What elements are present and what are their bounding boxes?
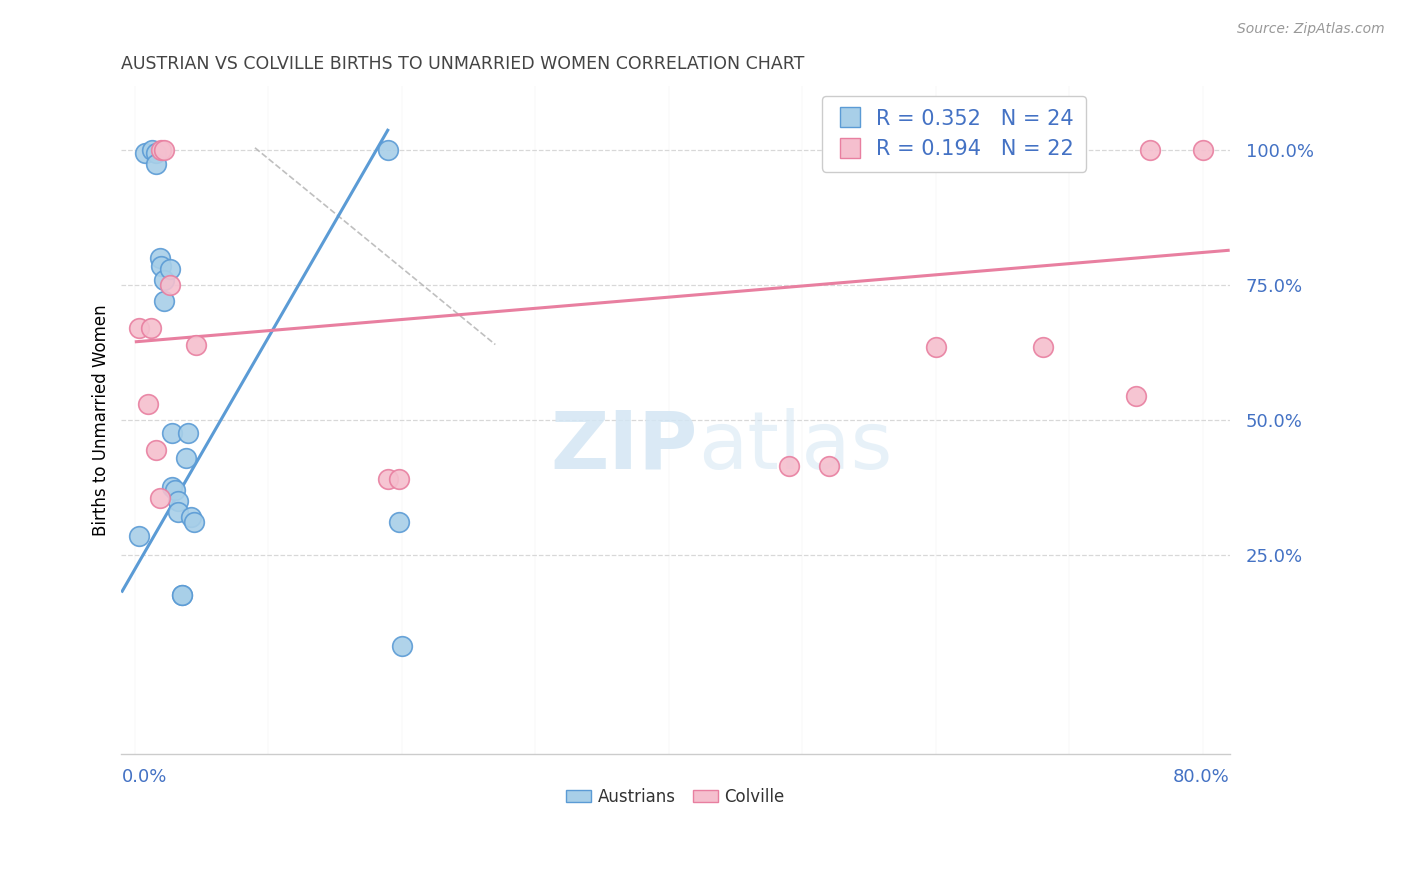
Point: [166, 494, 188, 508]
Point: [145, 442, 167, 457]
Point: [153, 273, 176, 287]
Point: [1285, 340, 1308, 354]
Point: [150, 260, 173, 274]
Point: [128, 529, 150, 543]
Point: [391, 640, 413, 654]
Point: [170, 588, 193, 602]
Point: [1379, 340, 1402, 354]
Point: [150, 144, 173, 158]
Legend: Austrians, Colville: Austrians, Colville: [560, 781, 792, 813]
Point: [377, 472, 399, 486]
Point: [1192, 144, 1215, 158]
Point: [377, 144, 399, 158]
Text: ZIP: ZIP: [551, 408, 697, 486]
Text: 80.0%: 80.0%: [1173, 768, 1230, 786]
Point: [139, 321, 162, 335]
Point: [159, 278, 181, 293]
Y-axis label: Births to Unmarried Women: Births to Unmarried Women: [93, 304, 110, 536]
Point: [778, 458, 800, 473]
Text: Source: ZipAtlas.com: Source: ZipAtlas.com: [1237, 22, 1385, 37]
Point: [1032, 340, 1054, 354]
Point: [153, 294, 176, 309]
Point: [166, 505, 188, 519]
Point: [183, 516, 205, 530]
Point: [136, 397, 159, 411]
Point: [163, 483, 186, 497]
Point: [1379, 340, 1402, 354]
Point: [388, 516, 411, 530]
Point: [149, 491, 172, 505]
Point: [160, 426, 183, 441]
Point: [149, 252, 172, 266]
Point: [170, 588, 193, 602]
Point: [1125, 389, 1147, 403]
Point: [128, 321, 150, 335]
Point: [159, 262, 181, 277]
Text: AUSTRIAN VS COLVILLE BIRTHS TO UNMARRIED WOMEN CORRELATION CHART: AUSTRIAN VS COLVILLE BIRTHS TO UNMARRIED…: [121, 55, 804, 73]
Point: [1139, 144, 1161, 158]
Point: [177, 426, 200, 441]
Point: [186, 337, 208, 351]
Point: [174, 450, 197, 465]
Point: [141, 144, 163, 158]
Point: [153, 144, 176, 158]
Point: [818, 458, 841, 473]
Point: [160, 480, 183, 494]
Point: [145, 157, 167, 171]
Point: [1285, 345, 1308, 359]
Text: 0.0%: 0.0%: [121, 768, 167, 786]
Point: [180, 510, 202, 524]
Point: [145, 146, 167, 161]
Text: atlas: atlas: [697, 408, 893, 486]
Point: [388, 472, 411, 486]
Point: [134, 146, 156, 161]
Point: [925, 340, 948, 354]
